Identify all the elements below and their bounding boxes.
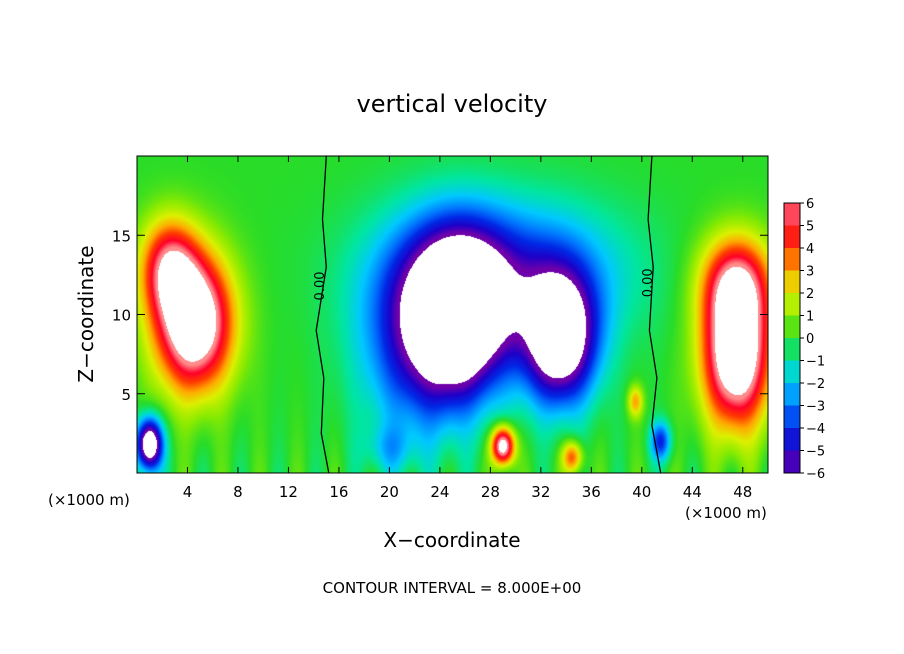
heatmap-field <box>137 156 768 473</box>
x-tick-label: 12 <box>279 483 298 501</box>
colorbar-swatch <box>784 383 800 406</box>
y-axis-label: Z−coordinate <box>74 245 98 382</box>
colorbar-swatch <box>784 225 800 249</box>
zero-contour-line <box>647 155 662 474</box>
colorbar-tick-label: −5 <box>806 445 825 460</box>
colorbar-swatch <box>784 203 800 226</box>
contour-interval-note: CONTOUR INTERVAL = 8.000E+00 <box>323 579 582 597</box>
colorbar-swatch <box>784 315 800 339</box>
contour-label: 0.00 <box>313 271 328 300</box>
colorbar-tick-label: 6 <box>806 197 814 212</box>
colorbar-tick-label: −3 <box>806 400 825 415</box>
colorbar-swatch <box>784 338 800 361</box>
plot-area <box>136 155 769 474</box>
y-tick-label: 5 <box>121 386 131 404</box>
x-tick-label: 4 <box>183 483 193 501</box>
colorbar-tick-label: 4 <box>806 242 814 257</box>
colorbar-swatch <box>784 428 800 451</box>
y-axis: 5 10 15 <box>112 227 768 404</box>
colorbar-swatch <box>784 248 800 271</box>
x-tick-label: 32 <box>531 483 550 501</box>
colorbar-swatch <box>784 270 800 294</box>
x-tick-label: 28 <box>481 483 500 501</box>
x-tick-label: 44 <box>683 483 702 501</box>
x-unit-right: (×1000 m) <box>685 504 767 522</box>
y-tick-label: 15 <box>112 227 131 245</box>
colorbar-swatch <box>784 405 800 429</box>
x-tick-label: 40 <box>632 483 651 501</box>
x-tick-label: 24 <box>430 483 449 501</box>
contour-label: 0.00 <box>641 268 656 297</box>
colorbar-tick-label: 1 <box>806 310 814 325</box>
contour-labels: 0.00 0.00 <box>313 268 656 300</box>
x-tick-label: 48 <box>733 483 752 501</box>
colorbar-tick-label: −2 <box>806 377 825 392</box>
x-tick-label: 8 <box>233 483 243 501</box>
x-axis-label: X−coordinate <box>383 528 520 552</box>
colorbar-swatch <box>784 360 800 384</box>
colorbar-swatch <box>784 450 800 474</box>
zero-contour-line <box>315 155 330 474</box>
colorbar-swatch <box>784 293 800 316</box>
colorbar-tick-label: −1 <box>806 355 825 370</box>
colorbar: 6 5 4 3 2 1 0 −1 −2 −3 −4 −5 −6 <box>783 197 825 482</box>
x-tick-label: 36 <box>582 483 601 501</box>
x-unit-left: (×1000 m) <box>48 491 130 509</box>
x-axis: 4 8 12 16 20 24 28 32 36 40 44 48 <box>183 156 752 501</box>
chart-title: vertical velocity <box>357 90 548 118</box>
colorbar-tick-label: 5 <box>806 220 814 235</box>
y-tick-label: 10 <box>112 307 131 325</box>
colorbar-tick-label: −4 <box>806 422 825 437</box>
x-tick-label: 16 <box>329 483 348 501</box>
colorbar-tick-label: 3 <box>806 265 814 280</box>
colorbar-tick-label: 0 <box>806 332 814 347</box>
colorbar-tick-label: 2 <box>806 287 814 302</box>
x-tick-label: 20 <box>380 483 399 501</box>
colorbar-tick-label: −6 <box>806 467 825 482</box>
